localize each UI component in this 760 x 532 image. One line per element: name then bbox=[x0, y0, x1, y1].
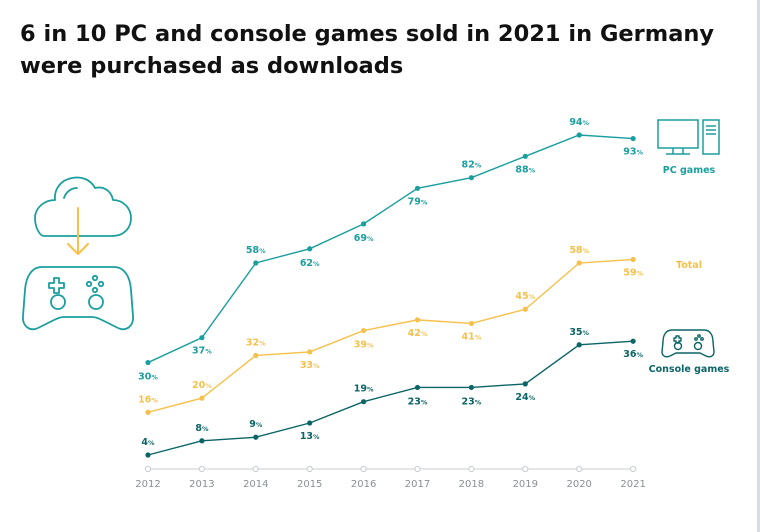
data-label: 36% bbox=[623, 349, 643, 360]
data-label: 16% bbox=[138, 394, 158, 405]
data-point bbox=[307, 246, 313, 252]
data-label: 82% bbox=[462, 160, 482, 171]
x-axis-tick bbox=[144, 465, 152, 473]
data-label: 37% bbox=[192, 346, 212, 357]
series-line-total bbox=[147, 258, 634, 414]
data-label: 9% bbox=[249, 419, 263, 430]
data-point bbox=[361, 399, 367, 405]
series-name-label: PC games bbox=[663, 165, 716, 176]
data-point bbox=[576, 342, 582, 348]
data-point bbox=[414, 317, 421, 323]
data-label: 23% bbox=[462, 396, 482, 407]
data-point bbox=[630, 256, 636, 263]
data-point bbox=[199, 395, 205, 401]
x-axis-tick bbox=[360, 465, 367, 473]
desktop-computer-icon bbox=[657, 119, 720, 155]
data-label: 88% bbox=[515, 164, 535, 175]
data-label: 20% bbox=[192, 380, 212, 391]
x-tick-label: 2017 bbox=[405, 479, 430, 490]
data-point bbox=[199, 438, 205, 444]
x-tick-label: 2012 bbox=[135, 479, 160, 490]
data-point bbox=[361, 327, 367, 334]
data-label: 23% bbox=[408, 396, 428, 407]
data-point bbox=[307, 420, 313, 426]
data-point bbox=[145, 359, 151, 366]
data-point bbox=[576, 132, 582, 138]
x-tick-label: 2018 bbox=[459, 479, 484, 490]
data-label: 62% bbox=[300, 258, 320, 269]
data-point bbox=[414, 185, 421, 191]
data-point bbox=[522, 306, 528, 312]
data-point bbox=[522, 381, 528, 387]
x-axis-tick bbox=[576, 465, 583, 473]
x-tick-label: 2019 bbox=[513, 479, 538, 490]
data-point bbox=[630, 338, 636, 344]
data-point bbox=[199, 335, 205, 341]
data-point bbox=[361, 221, 367, 227]
series-name-label: Total bbox=[676, 260, 702, 271]
x-tick-label: 2014 bbox=[243, 479, 268, 490]
data-label: 93% bbox=[623, 147, 643, 158]
series-line-pc-games bbox=[147, 134, 634, 364]
x-tick-label: 2016 bbox=[351, 479, 376, 490]
data-label: 30% bbox=[138, 372, 158, 383]
data-label: 69% bbox=[354, 233, 374, 244]
data-label: 4% bbox=[141, 437, 155, 448]
data-label: 45% bbox=[515, 291, 535, 302]
cloud-download-icon bbox=[34, 176, 132, 255]
data-point bbox=[468, 320, 474, 327]
data-label: 58% bbox=[246, 245, 266, 256]
x-axis-tick bbox=[630, 465, 637, 473]
right-edge-border bbox=[757, 0, 760, 532]
chart-title: 6 in 10 PC and console games sold in 202… bbox=[20, 21, 715, 79]
data-label: 24% bbox=[515, 392, 535, 403]
data-point bbox=[522, 153, 528, 159]
data-label: 59% bbox=[623, 267, 643, 278]
data-point bbox=[253, 434, 259, 440]
x-axis-tick bbox=[522, 465, 529, 473]
data-point bbox=[307, 349, 313, 355]
data-point bbox=[145, 452, 151, 458]
data-point bbox=[468, 384, 474, 391]
x-tick-label: 2020 bbox=[566, 479, 591, 490]
data-label: 35% bbox=[569, 327, 589, 338]
x-axis-tick bbox=[306, 465, 313, 473]
gamepad-icon bbox=[22, 266, 134, 331]
x-tick-label: 2021 bbox=[620, 479, 645, 490]
data-label: 41% bbox=[462, 331, 482, 342]
data-point bbox=[253, 352, 259, 359]
data-label: 94% bbox=[569, 117, 589, 128]
x-axis-tick bbox=[252, 465, 259, 473]
data-label: 42% bbox=[408, 328, 428, 339]
series-line-console-games bbox=[147, 340, 634, 456]
gamepad-icon bbox=[661, 329, 715, 358]
x-axis-tick bbox=[414, 465, 421, 473]
data-label: 8% bbox=[195, 423, 209, 434]
data-point bbox=[468, 175, 474, 181]
x-axis-tick bbox=[198, 465, 205, 473]
data-point bbox=[253, 260, 259, 266]
data-label: 79% bbox=[408, 196, 428, 207]
data-label: 33% bbox=[300, 360, 320, 371]
data-point bbox=[576, 260, 582, 266]
data-label: 13% bbox=[300, 431, 320, 442]
data-point bbox=[414, 384, 421, 391]
data-label: 19% bbox=[354, 384, 374, 395]
data-label: 39% bbox=[354, 340, 374, 351]
x-tick-label: 2015 bbox=[297, 479, 322, 490]
data-label: 32% bbox=[246, 337, 266, 348]
data-point bbox=[145, 409, 151, 415]
data-label: 58% bbox=[569, 245, 589, 256]
x-axis-tick bbox=[468, 465, 475, 473]
series-name-label: Console games bbox=[649, 364, 730, 375]
data-point bbox=[630, 135, 636, 142]
x-tick-label: 2013 bbox=[189, 479, 214, 490]
